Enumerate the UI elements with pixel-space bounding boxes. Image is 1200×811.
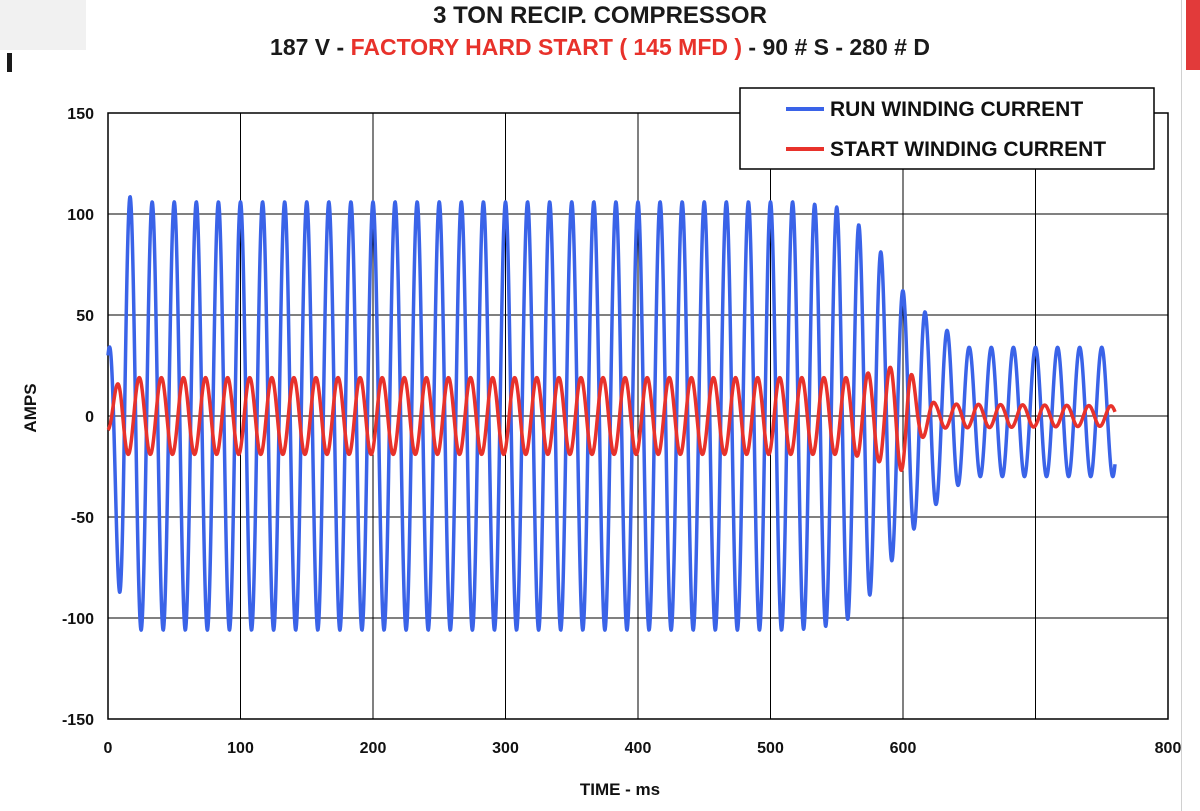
y-axis-ticks: 150 100 50 0 -50 -100 -150 [62, 106, 94, 729]
x-tick-label: 400 [625, 740, 652, 757]
corner-patch [0, 0, 86, 50]
x-tick-label: 500 [757, 740, 784, 757]
legend-box [739, 87, 1155, 170]
y-tick-label: 50 [76, 308, 94, 325]
x-tick-label: 0 [104, 740, 113, 757]
y-tick-label: -50 [71, 510, 94, 527]
series-line-start [106, 365, 1117, 473]
series-group [106, 195, 1117, 632]
y-tick-label: 0 [85, 409, 94, 426]
right-edge-line [1181, 0, 1182, 811]
legend-label-start: START WINDING CURRENT [830, 138, 1106, 161]
y-tick-label: -150 [62, 712, 94, 729]
legend-label-run: RUN WINDING CURRENT [830, 98, 1083, 121]
x-tick-label: 300 [492, 740, 519, 757]
x-axis-label: TIME - ms [580, 780, 660, 799]
y-tick-label: 100 [67, 207, 94, 224]
x-tick-label: 800 [1155, 740, 1182, 757]
y-tick-label: 150 [67, 106, 94, 123]
subtitle-pressures: - 90 # S - 280 # D [742, 34, 930, 60]
subtitle-hard-start: FACTORY HARD START ( 145 MFD ) [350, 34, 743, 60]
series-line-run [106, 195, 1117, 632]
x-axis-ticks: 0 100 200 300 400 500 600 800 [104, 740, 1182, 757]
chart-title: 3 TON RECIP. COMPRESSOR [433, 2, 767, 29]
legend: RUN WINDING CURRENT START WINDING CURREN… [739, 87, 1155, 170]
chart-subtitle: 187 V - FACTORY HARD START ( 145 MFD ) -… [0, 34, 1200, 61]
y-axis-label: AMPS [21, 383, 40, 432]
x-tick-label: 100 [227, 740, 254, 757]
x-tick-label: 200 [360, 740, 387, 757]
x-tick-label: 600 [890, 740, 917, 757]
subtitle-voltage: 187 V - [270, 34, 351, 60]
y-tick-label: -100 [62, 611, 94, 628]
right-edge-accent [1186, 0, 1200, 70]
left-edge-mark [7, 53, 12, 72]
